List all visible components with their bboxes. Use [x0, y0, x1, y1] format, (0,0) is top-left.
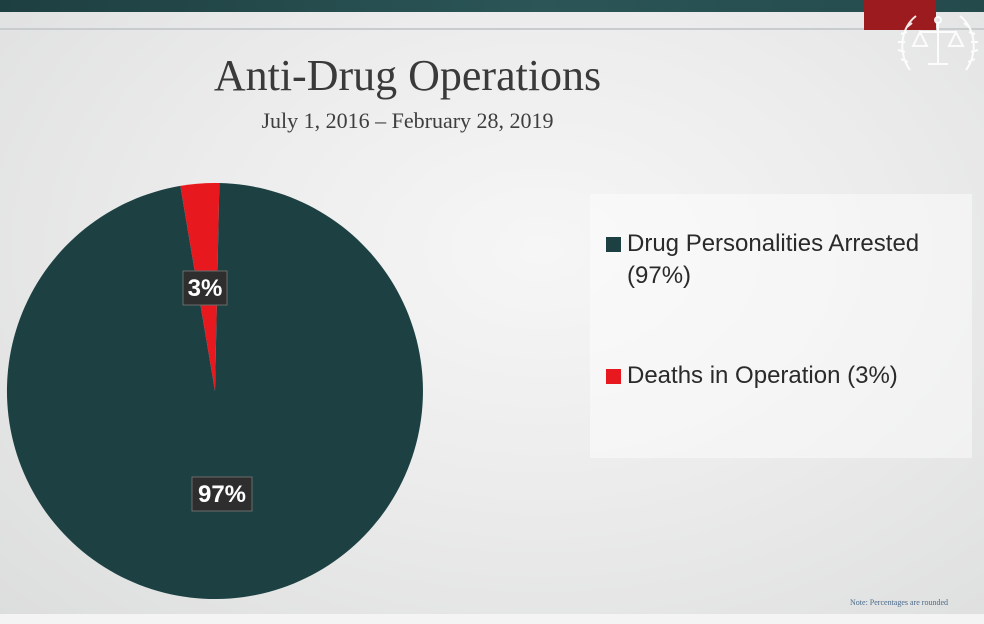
legend-label-deaths: Deaths in Operation (3%)	[627, 362, 898, 389]
legend-label-arrested: Drug Personalities Arrested (97%)	[627, 230, 920, 289]
svg-text:97%: 97%	[198, 481, 246, 508]
pie-slice-arrested	[6, 183, 423, 600]
bottom-strip	[0, 614, 984, 624]
legend-item-deaths: Deaths in Operation (3%)	[606, 360, 966, 392]
top-accent-bar	[0, 0, 984, 12]
scales-of-justice-laurel-icon	[896, 6, 980, 82]
legend-swatch-deaths	[606, 369, 621, 384]
data-label-deaths: 3%	[182, 270, 228, 306]
legend-swatch-arrested	[606, 237, 621, 252]
chart-title: Anti-Drug Operations	[213, 51, 602, 100]
footnote: Note: Percentages are rounded	[850, 598, 948, 607]
red-header-tab	[864, 0, 936, 30]
legend: Drug Personalities Arrested (97%) Deaths…	[590, 194, 972, 458]
header-rule	[0, 28, 984, 30]
legend-item-arrested: Drug Personalities Arrested (97%)	[606, 228, 966, 292]
chart-subtitle: July 1, 2016 – February 28, 2019	[261, 108, 554, 133]
data-label-arrested: 97%	[191, 476, 253, 512]
svg-text:3%: 3%	[188, 275, 223, 302]
pie-chart: 3% 97%	[0, 176, 430, 606]
